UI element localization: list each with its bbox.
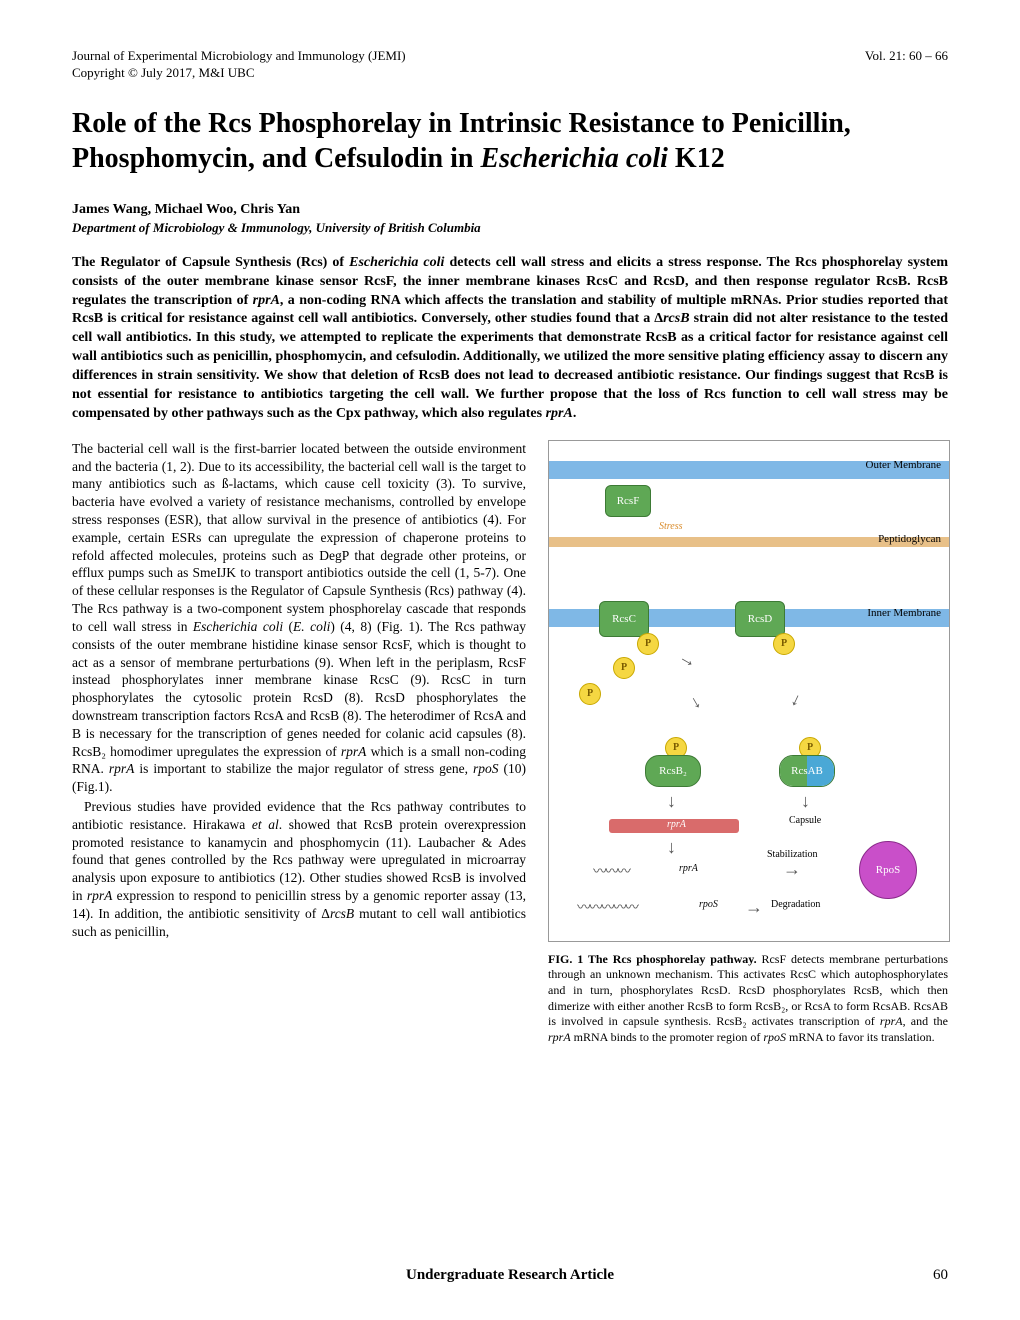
title-italic: Escherichia coli (480, 143, 667, 174)
rna-icon: 〰〰〰〰〰 (577, 897, 637, 917)
left-column: The bacterial cell wall is the first-bar… (72, 440, 526, 1046)
body-italic: et al (252, 817, 279, 832)
footer: Undergraduate Research Article 60 (72, 1267, 948, 1284)
rpra-rna-label: rprA (679, 863, 698, 874)
caption-text: , and the (903, 1014, 948, 1028)
rna-icon: 〰〰〰 (593, 861, 629, 881)
abstract-text: . (573, 406, 577, 421)
article-title: Role of the Rcs Phosphorelay in Intrinsi… (72, 106, 948, 176)
abstract-text: strain did not alter resistance to the t… (72, 311, 948, 420)
body-italic: rprA (109, 761, 135, 776)
outer-membrane-label: Outer Membrane (866, 459, 941, 471)
title-part2: K12 (668, 143, 725, 174)
header-left: Journal of Experimental Microbiology and… (72, 48, 406, 82)
figure-caption: FIG. 1 The Rcs phosphorelay pathway. Rcs… (548, 952, 948, 1046)
arrow-icon: ↓ (667, 791, 676, 812)
copyright: Copyright © July 2017, M&I UBC (72, 65, 406, 82)
body-italic: rprA (341, 744, 367, 759)
page-number: 60 (933, 1267, 948, 1284)
header: Journal of Experimental Microbiology and… (72, 48, 948, 82)
arrow-icon: ↓ (667, 837, 676, 858)
p-icon: P (637, 633, 659, 655)
rcsab-label: RcsAB (791, 765, 823, 777)
body-text: ( (283, 619, 293, 634)
p-icon: P (773, 633, 795, 655)
abstract-italic: rprA (253, 293, 280, 308)
stabilization-label: Stabilization (767, 849, 818, 860)
body-italic: Escherichia coli (193, 619, 283, 634)
rpra-gene-label: rprA (667, 819, 686, 830)
caption-italic: rprA (880, 1014, 903, 1028)
p-icon: P (579, 683, 601, 705)
right-column: Outer Membrane Peptidoglycan Inner Membr… (548, 440, 948, 1046)
caption-bold: FIG. 1 The Rcs phosphorelay pathway. (548, 952, 757, 966)
arrow-icon: → (684, 688, 711, 714)
arrow-icon: → (783, 859, 801, 880)
arrow-icon: → (675, 646, 701, 673)
stress-label: Stress (659, 521, 683, 532)
rcsf-node: RcsF (605, 485, 651, 517)
caption-text: mRNA to favor its translation. (786, 1030, 935, 1044)
caption-italic: rprA (548, 1030, 571, 1044)
body-italic: rcsB (330, 906, 354, 921)
capsule-label: Capsule (789, 815, 821, 826)
rcsab-node: RcsAB (779, 755, 835, 787)
arrow-icon: ↓ (801, 791, 810, 812)
arrow-icon: → (785, 689, 812, 714)
body-paragraph-2: Previous studies have provided evidence … (72, 798, 526, 941)
body-italic: rprA (87, 888, 113, 903)
abstract-text: The Regulator of Capsule Synthesis (Rcs)… (72, 255, 349, 270)
abstract: The Regulator of Capsule Synthesis (Rcs)… (72, 254, 948, 424)
rcsb2-node: RcsB₂ (645, 755, 701, 787)
rcsd-node: RcsD (735, 601, 785, 637)
body-text: The bacterial cell wall is the first-bar… (72, 441, 526, 634)
two-column-body: The bacterial cell wall is the first-bar… (72, 440, 948, 1046)
title-part1: Role of the Rcs Phosphorelay in Intrinsi… (72, 108, 851, 174)
abstract-italic: rprA (546, 406, 573, 421)
body-italic: rpoS (473, 761, 499, 776)
figure-1: Outer Membrane Peptidoglycan Inner Membr… (548, 440, 950, 942)
authors: James Wang, Michael Woo, Chris Yan (72, 202, 948, 218)
abstract-italic: Escherichia coli (349, 255, 444, 270)
caption-italic: rpoS (763, 1030, 786, 1044)
affiliation: Department of Microbiology & Immunology,… (72, 220, 948, 236)
page: Journal of Experimental Microbiology and… (0, 0, 1020, 1320)
journal-name: Journal of Experimental Microbiology and… (72, 48, 406, 65)
degradation-label: Degradation (771, 899, 820, 910)
body-text: is important to stabilize the major regu… (134, 761, 473, 776)
abstract-italic: rcsB (663, 311, 689, 326)
arrow-icon: → (745, 897, 763, 918)
caption-text: mRNA binds to the promoter region of (571, 1030, 764, 1044)
footer-title: Undergraduate Research Article (406, 1267, 614, 1284)
volume-info: Vol. 21: 60 – 66 (865, 48, 948, 82)
rpos-rna-label: rpoS (699, 899, 718, 910)
p-icon: P (613, 657, 635, 679)
body-paragraph-1: The bacterial cell wall is the first-bar… (72, 440, 526, 796)
rpos-node: RpoS (859, 841, 917, 899)
body-text: ) (4, 8) (Fig. 1). The Rcs pathway consi… (72, 619, 526, 759)
peptidoglycan-label: Peptidoglycan (878, 533, 941, 545)
rcsc-node: RcsC (599, 601, 649, 637)
body-italic: E. coli (293, 619, 330, 634)
inner-membrane-label: Inner Membrane (867, 607, 941, 619)
